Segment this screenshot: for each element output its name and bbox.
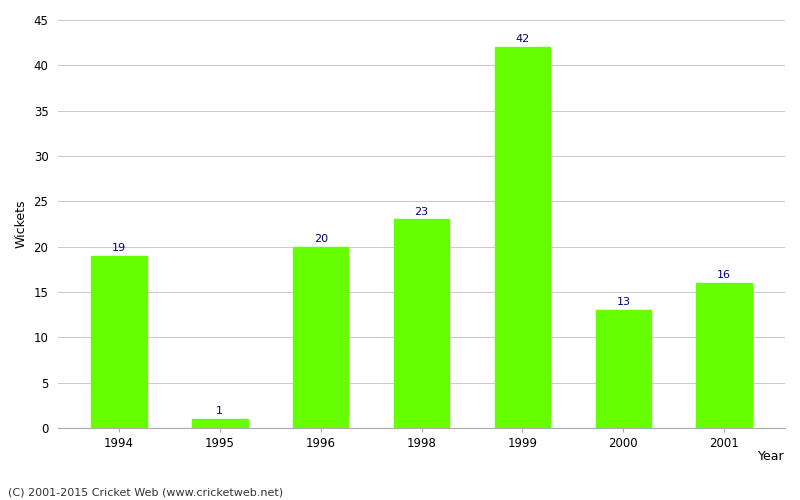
- Text: 16: 16: [718, 270, 731, 280]
- Text: 20: 20: [314, 234, 328, 244]
- Bar: [192, 419, 247, 428]
- Bar: [293, 246, 349, 428]
- Text: 42: 42: [515, 34, 530, 44]
- Text: 1: 1: [216, 406, 223, 416]
- Text: (C) 2001-2015 Cricket Web (www.cricketweb.net): (C) 2001-2015 Cricket Web (www.cricketwe…: [8, 488, 283, 498]
- Bar: [494, 47, 550, 428]
- Bar: [697, 283, 752, 428]
- Bar: [595, 310, 651, 428]
- Bar: [91, 256, 146, 428]
- Y-axis label: Wickets: Wickets: [15, 200, 28, 248]
- Text: 13: 13: [616, 298, 630, 308]
- Bar: [394, 220, 450, 428]
- Text: 23: 23: [414, 206, 429, 216]
- Text: Year: Year: [758, 450, 785, 464]
- Text: 19: 19: [112, 243, 126, 253]
